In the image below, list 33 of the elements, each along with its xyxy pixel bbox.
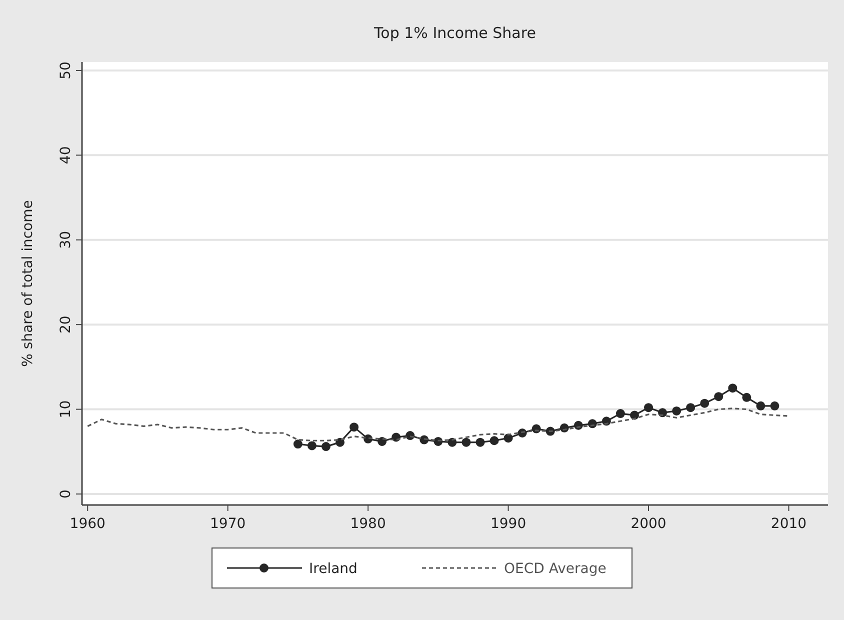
y-axis-title: % share of total income — [20, 200, 36, 367]
point — [644, 403, 654, 412]
point — [616, 409, 625, 418]
x-tick-label: 1970 — [210, 516, 246, 532]
x-tick-label: 1980 — [350, 516, 386, 532]
point — [714, 392, 724, 402]
chart-title: Top 1% Income Share — [373, 24, 536, 42]
point — [686, 403, 696, 412]
point — [728, 384, 738, 393]
point — [770, 401, 780, 410]
x-tick-label: 1960 — [70, 516, 106, 532]
point — [462, 438, 471, 447]
y-tick-label: 40 — [58, 146, 74, 164]
point — [742, 392, 752, 402]
point — [321, 442, 330, 452]
y-tick-label: 0 — [58, 490, 74, 498]
y-tick-label: 50 — [58, 62, 74, 80]
y-tick-label: 30 — [58, 230, 74, 249]
point — [756, 401, 766, 410]
text: OECD Average — [504, 561, 606, 577]
point — [490, 436, 499, 446]
y-tick-label: 10 — [58, 400, 74, 418]
point — [307, 441, 316, 450]
point — [293, 440, 302, 449]
point — [350, 422, 359, 432]
point — [700, 398, 710, 408]
point — [476, 438, 485, 447]
text: Ireland — [309, 561, 358, 577]
x-tick-label: 2010 — [770, 516, 807, 532]
y-tick-label: 20 — [58, 316, 74, 334]
point — [672, 406, 682, 416]
x-tick-label: 2000 — [630, 516, 666, 532]
x-tick-label: 1990 — [490, 516, 526, 532]
